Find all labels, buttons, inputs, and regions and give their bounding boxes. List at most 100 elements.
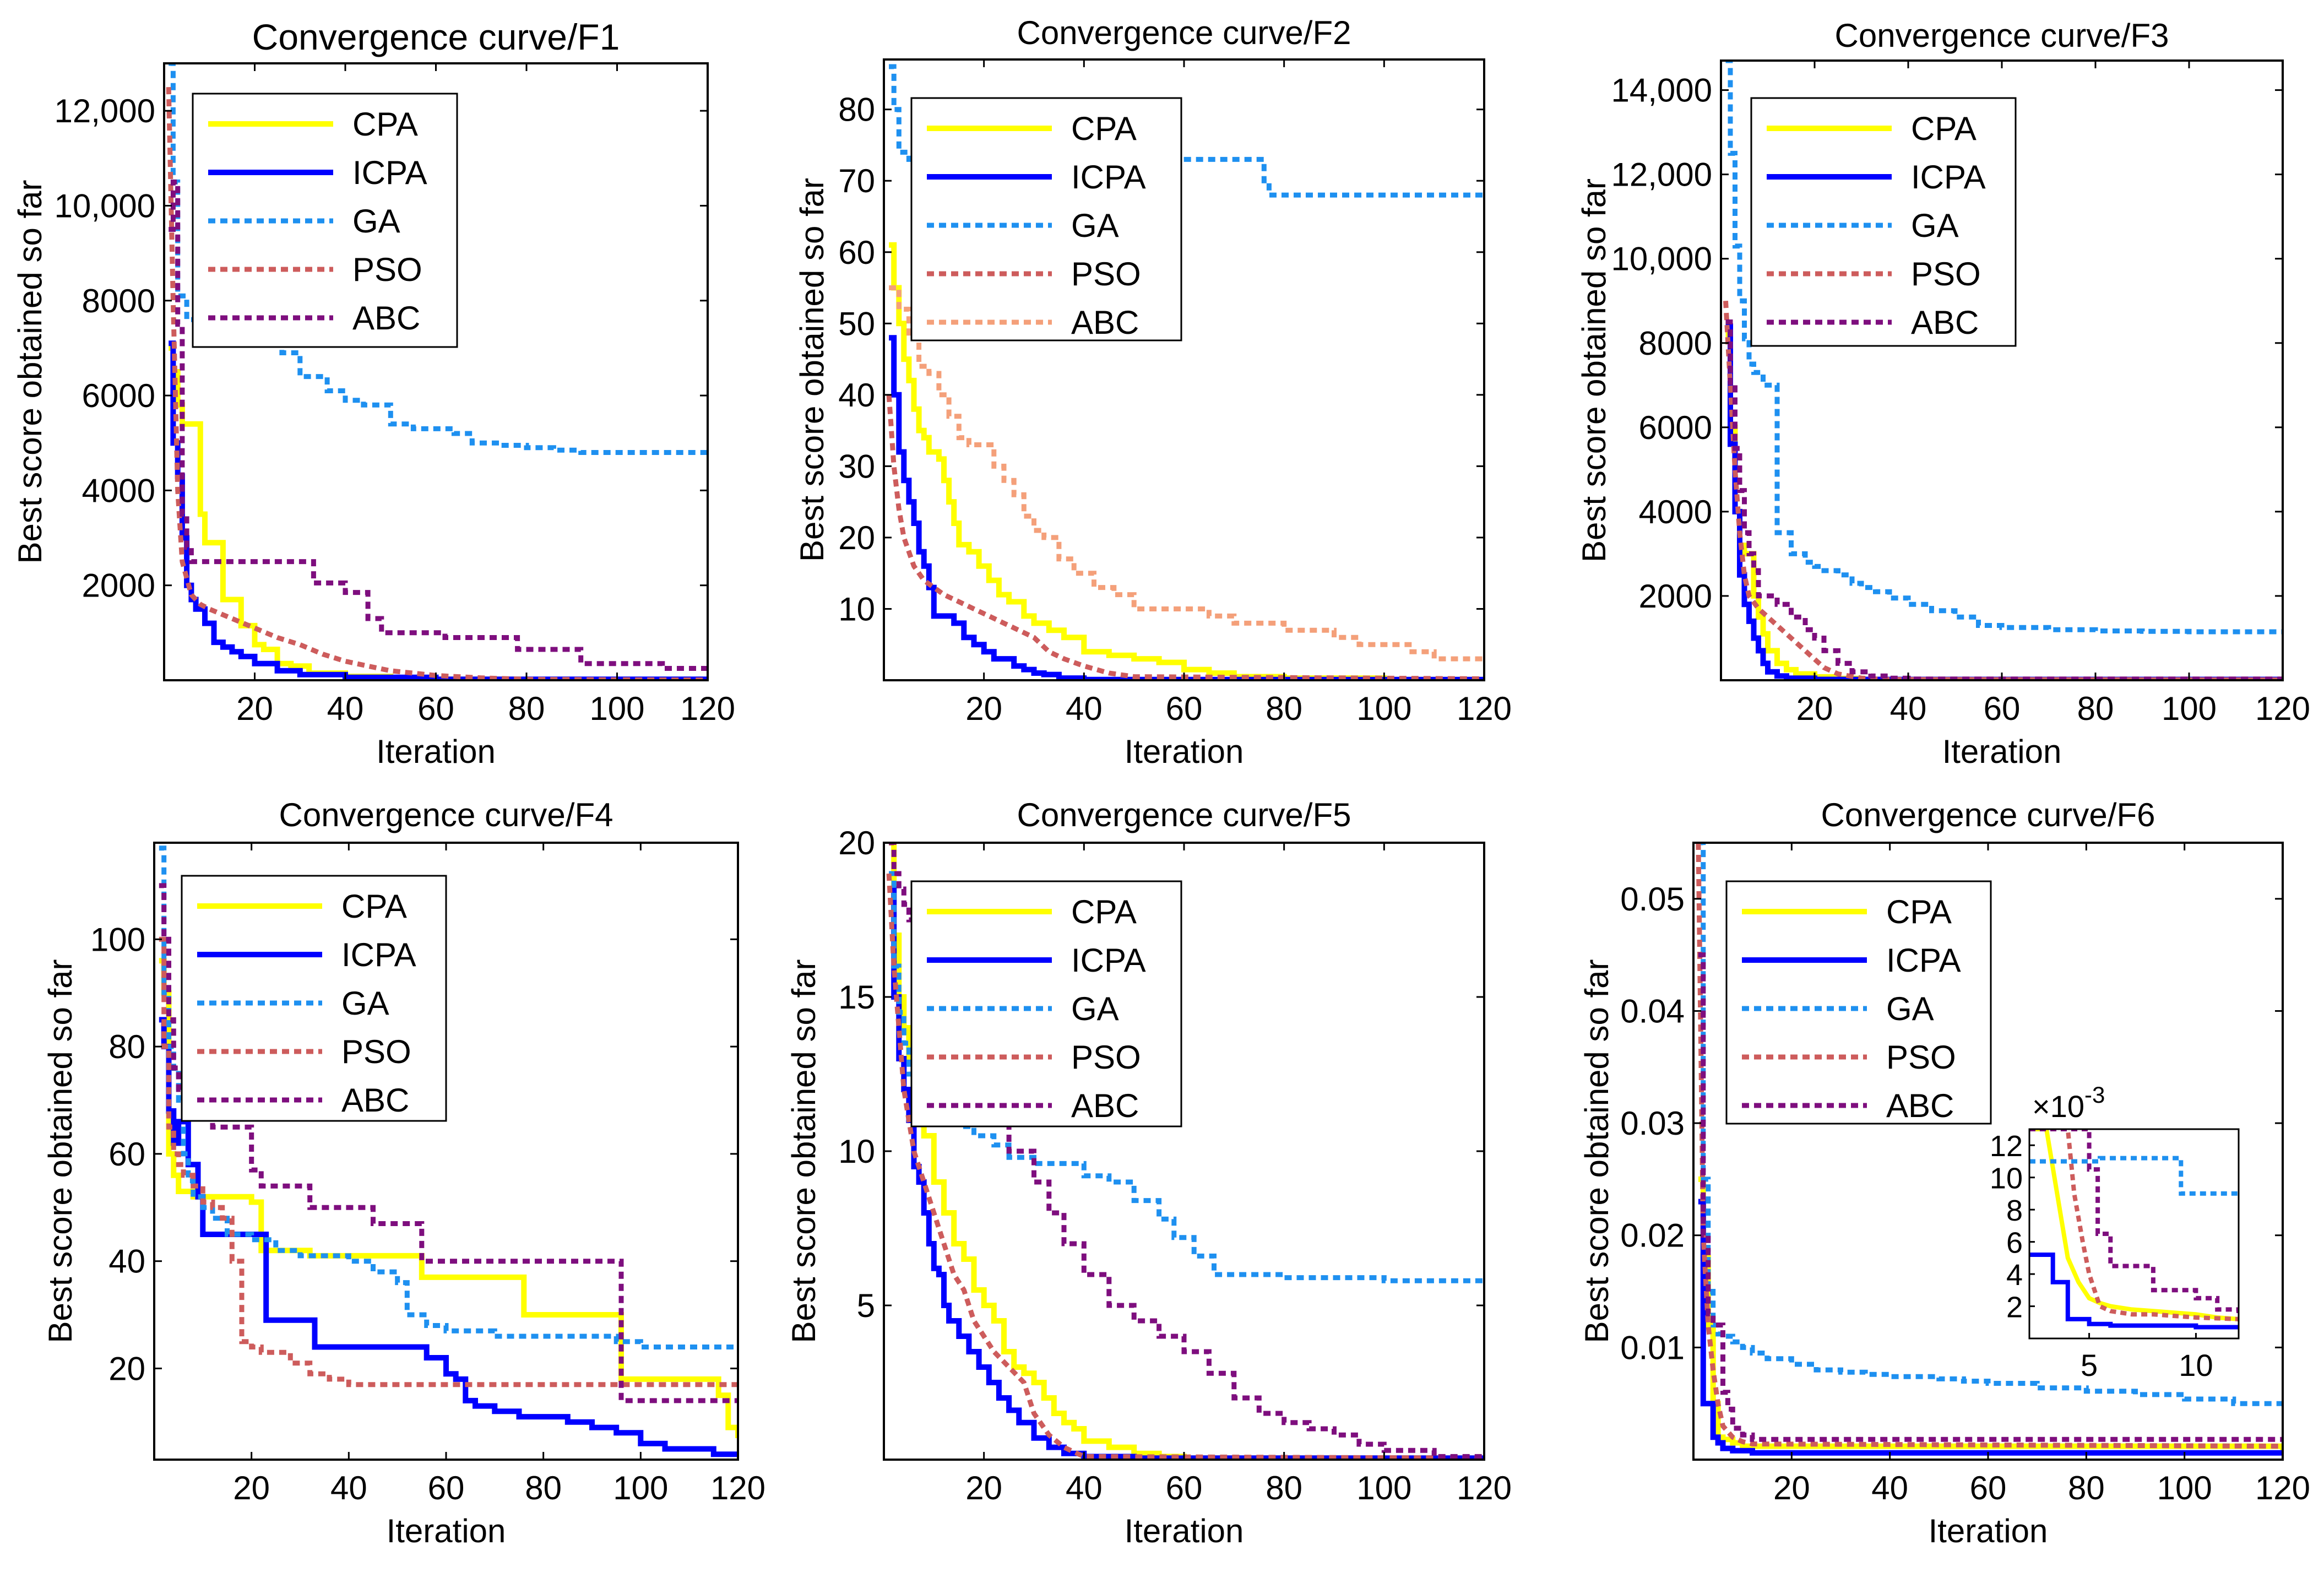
legend-label-cpa: CPA — [1071, 893, 1137, 930]
y-tick-label: 40 — [108, 1243, 145, 1280]
y-tick-label: 60 — [108, 1136, 145, 1173]
legend-label-cpa: CPA — [1911, 110, 1977, 147]
y-tick-label: 40 — [838, 377, 875, 414]
x-tick-label: 20 — [1796, 690, 1833, 727]
series-group — [886, 64, 1484, 680]
x-tick-label: 120 — [1457, 1470, 1512, 1506]
legend-label-icpa: ICPA — [1071, 159, 1146, 196]
x-axis-label: Iteration — [376, 733, 496, 770]
y-tick-label: 12,000 — [54, 93, 155, 129]
series-line-cpa — [169, 345, 708, 680]
y-tick-label: 0.04 — [1620, 993, 1685, 1029]
y-axis-label: Best score obtained so far — [785, 959, 822, 1343]
series-line-abc — [159, 883, 738, 1403]
y-tick-label: 10 — [838, 590, 875, 627]
y-axis-label: Best score obtained so far — [1578, 959, 1615, 1343]
series-line-ga — [889, 64, 1484, 198]
series-line-icpa — [1698, 1199, 2283, 1456]
series-line-ga — [1698, 843, 2283, 1406]
y-tick-label: 100 — [90, 921, 145, 958]
series-line-icpa — [889, 335, 1484, 680]
y-tick-label: 4000 — [82, 472, 155, 509]
chart-panel-3: Convergence curve/F3 20 40 60 80 100 120 2000 40… — [1576, 17, 2310, 770]
y-tick-label: 0.03 — [1620, 1105, 1685, 1142]
x-tick-label: 20 — [965, 690, 1002, 727]
y-tick-label: 30 — [838, 448, 875, 485]
x-tick-label: 100 — [1356, 1470, 1411, 1506]
legend-label-abc: ABC — [352, 300, 420, 337]
x-axis-label: Iteration — [1125, 1513, 1244, 1549]
y-tick-label: 60 — [838, 234, 875, 271]
y-tick-label: 80 — [108, 1028, 145, 1065]
inset-y-tick-label: 2 — [2006, 1291, 2023, 1324]
inset-x-tick-label: 5 — [2081, 1348, 2098, 1383]
y-axis-label: Best score obtained so far — [42, 959, 79, 1343]
inset-series-line-abc — [2029, 1129, 2239, 1315]
series-line-abc — [1725, 319, 2283, 680]
series-line-cpa — [159, 958, 738, 1438]
y-tick-label: 70 — [838, 162, 875, 199]
y-tick-label: 2000 — [1639, 578, 1712, 615]
inset-exponent-base: ×10 — [2032, 1089, 2084, 1124]
x-tick-label: 100 — [613, 1470, 668, 1506]
x-tick-label: 80 — [1266, 1470, 1302, 1506]
legend: CPA ICPA GA PSO ABC — [1725, 880, 1992, 1125]
chart-title: Convergence curve/F4 — [279, 796, 613, 833]
legend-label-cpa: CPA — [341, 888, 407, 925]
y-tick-label: 5 — [857, 1287, 875, 1324]
legend: CPA ICPA GA PSO ABC — [192, 93, 458, 348]
inset-series-line-cpa — [2029, 1129, 2239, 1321]
series-line-cpa — [889, 242, 1484, 680]
series-line-abc — [1698, 952, 2283, 1442]
series-line-pso — [886, 873, 1484, 1460]
x-tick-label: 40 — [1890, 690, 1927, 727]
series-line-pso — [1696, 843, 2283, 1449]
y-tick-label: 10,000 — [1611, 241, 1712, 278]
y-tick-label: 15 — [838, 979, 875, 1016]
legend: CPA ICPA GA PSO ABC — [910, 880, 1182, 1127]
series-line-pso — [1723, 300, 2283, 680]
series-line-pso — [886, 394, 1484, 680]
inset-y-tick-label: 12 — [1990, 1130, 2023, 1163]
y-tick-label: 20 — [838, 519, 875, 556]
chart-title: Convergence curve/F2 — [1017, 14, 1351, 51]
x-tick-label: 20 — [1773, 1470, 1810, 1506]
legend-label-pso: PSO — [352, 251, 422, 288]
legend: CPA ICPA GA PSO ABC — [1750, 97, 2017, 347]
inset-exponent-power: -3 — [2084, 1082, 2105, 1108]
inset-y-tick-label: 4 — [2006, 1259, 2023, 1292]
y-tick-label: 0.01 — [1620, 1329, 1685, 1366]
inset-y-tick-label: 6 — [2006, 1227, 2023, 1260]
x-tick-label: 60 — [417, 690, 454, 727]
legend-label-icpa: ICPA — [1911, 159, 1986, 196]
inset-exponent: ×10-3 — [2032, 1082, 2105, 1124]
chart-panel-2: Convergence curve/F2 20 40 60 80 100 120 10 20 30… — [794, 14, 1512, 770]
x-tick-label: 100 — [589, 690, 644, 727]
x-tick-label: 40 — [1066, 1470, 1103, 1506]
legend-label-pso: PSO — [1071, 1039, 1141, 1076]
x-tick-label: 80 — [2068, 1470, 2105, 1506]
x-tick-label: 20 — [965, 1470, 1002, 1506]
x-tick-label: 40 — [327, 690, 364, 727]
y-tick-label: 10,000 — [54, 187, 155, 224]
legend-label-cpa: CPA — [1886, 893, 1952, 930]
legend-label-ga: GA — [1071, 207, 1119, 244]
legend-box — [1750, 97, 2017, 347]
x-tick-label: 60 — [1970, 1470, 2007, 1506]
legend-label-pso: PSO — [341, 1033, 411, 1070]
y-tick-label: 14,000 — [1611, 72, 1712, 109]
y-tick-label: 80 — [838, 91, 875, 128]
inset-series-group — [2029, 1129, 2239, 1330]
chart-title: Convergence curve/F1 — [252, 17, 620, 57]
legend-label-pso: PSO — [1911, 256, 1981, 292]
legend-label-icpa: ICPA — [341, 936, 416, 973]
legend-label-ga: GA — [352, 203, 400, 240]
x-axis-label: Iteration — [1125, 733, 1244, 770]
series-line-pso — [159, 936, 738, 1387]
chart-title: Convergence curve/F6 — [1821, 796, 2155, 833]
x-tick-label: 60 — [428, 1470, 465, 1506]
x-tick-label: 120 — [1457, 690, 1512, 727]
y-tick-label: 0.05 — [1620, 881, 1685, 918]
x-tick-label: 60 — [1166, 1470, 1203, 1506]
